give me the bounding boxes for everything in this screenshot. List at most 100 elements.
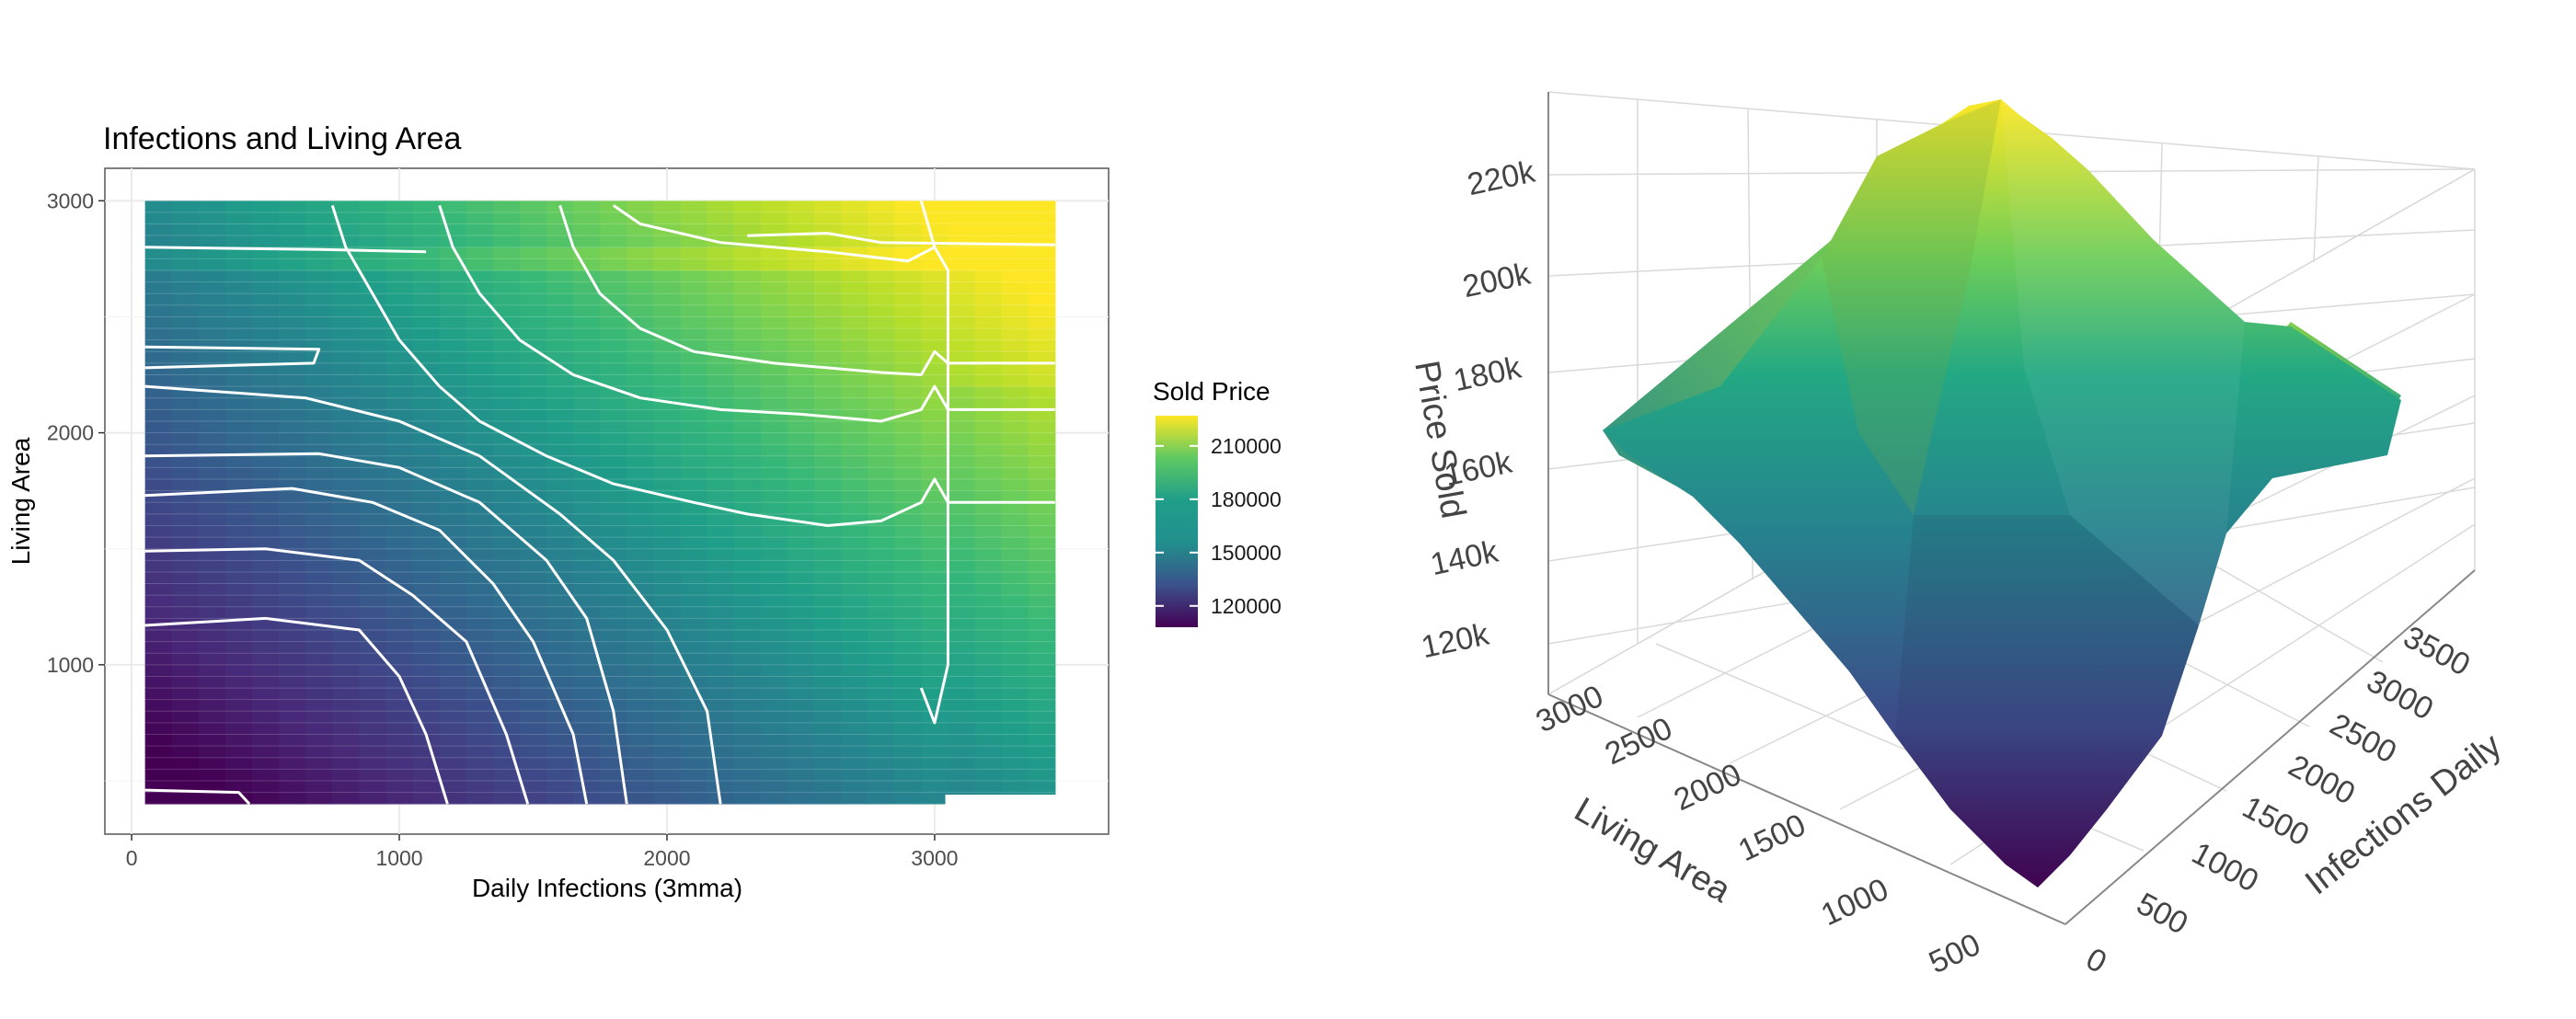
- heatmap-tile: [279, 513, 306, 526]
- heatmap-tile: [733, 432, 762, 445]
- heatmap-tile: [841, 328, 868, 341]
- heatmap-tile: [466, 525, 494, 538]
- heatmap-tile: [144, 281, 173, 294]
- heatmap-tile: [144, 328, 173, 341]
- heatmap-tile: [519, 420, 547, 433]
- heatmap-tile: [627, 258, 655, 271]
- heatmap-tile: [573, 548, 601, 561]
- contour-line: [144, 246, 427, 254]
- heatmap-tile: [627, 618, 655, 631]
- heatmap-tile: [171, 351, 200, 364]
- heatmap-tile: [921, 664, 949, 677]
- heatmap-tile: [680, 351, 708, 364]
- heatmap-tile: [921, 444, 949, 457]
- heatmap-tile: [144, 374, 173, 387]
- heatmap-tile: [868, 595, 895, 608]
- heatmap-tile: [519, 432, 547, 445]
- heatmap-tile: [144, 409, 173, 422]
- heatmap-tile: [252, 328, 280, 341]
- heatmap-tile: [1001, 258, 1029, 271]
- heatmap-tile: [894, 351, 922, 364]
- heatmap-tile: [760, 792, 788, 805]
- heatmap-tile: [733, 246, 762, 259]
- heatmap-tile: [733, 386, 762, 399]
- heatmap-tile: [305, 258, 333, 271]
- heatmap-tile: [760, 362, 788, 375]
- heatmap-tile: [198, 223, 226, 236]
- heatmap-tile: [974, 780, 1003, 793]
- heatmap-tile: [948, 374, 976, 387]
- heatmap-tile: [198, 455, 226, 468]
- heatmap-tile: [1001, 351, 1029, 364]
- heatmap-tile: [1001, 548, 1029, 561]
- heatmap-tile: [519, 455, 547, 468]
- heatmap-tile: [1001, 374, 1029, 387]
- heatmap-tile: [171, 595, 200, 608]
- heatmap-tile: [627, 293, 655, 306]
- heatmap-tile: [894, 397, 922, 410]
- heatmap-tile: [760, 223, 788, 236]
- heatmap-tile: [279, 397, 306, 410]
- heatmap-tile: [894, 571, 922, 584]
- heatmap-tile: [813, 780, 842, 793]
- contour-line: [558, 204, 1055, 376]
- heatmap-tile: [546, 479, 574, 492]
- heatmap-tile: [841, 653, 868, 666]
- heatmap-tile: [1028, 734, 1056, 747]
- heatmap-tile: [680, 258, 708, 271]
- heatmap-tile: [921, 653, 949, 666]
- contour-line: [144, 384, 722, 805]
- heatmap-tile: [385, 386, 414, 399]
- heatmap-tile: [733, 699, 762, 712]
- heatmap-tile: [653, 269, 682, 283]
- heatmap-tile: [948, 583, 976, 596]
- surface-y-tick-label: 1000: [2186, 836, 2264, 899]
- heatmap-tile: [600, 269, 627, 283]
- heatmap-tile: [1028, 548, 1056, 561]
- heatmap-tile: [385, 722, 414, 735]
- heatmap-tile: [894, 769, 922, 782]
- heatmap-tile: [600, 699, 627, 712]
- heatmap-tile: [841, 711, 868, 724]
- heatmap-tile: [787, 467, 815, 480]
- heatmap-tile: [680, 479, 708, 492]
- heatmap-tile: [707, 757, 735, 770]
- heatmap-tile: [332, 281, 360, 294]
- heatmap-tile: [198, 235, 226, 248]
- heatmap-tile: [492, 386, 521, 399]
- heatmap-tile: [305, 223, 333, 236]
- heatmap-tile: [813, 513, 842, 526]
- heatmap-tile: [948, 780, 976, 793]
- heatmap-tile: [224, 525, 253, 538]
- heatmap-tile: [894, 664, 922, 677]
- heatmap-tile: [813, 490, 842, 503]
- heatmap-tile: [680, 467, 708, 480]
- heatmap-tile: [760, 560, 788, 573]
- heatmap-tile: [573, 630, 601, 643]
- contour-line: [612, 204, 936, 263]
- heatmap-tile: [573, 444, 601, 457]
- heatmap-tile: [813, 560, 842, 573]
- heatmap-tile: [546, 281, 574, 294]
- heatmap-tile: [359, 595, 387, 608]
- heatmap-tile: [841, 490, 868, 503]
- heatmap-tile: [385, 595, 414, 608]
- heatmap-tile: [305, 362, 333, 375]
- heatmap-tile: [305, 455, 333, 468]
- heatmap-tile: [974, 235, 1003, 248]
- heatmap-tile: [894, 606, 922, 619]
- heatmap-tile: [948, 479, 976, 492]
- heatmap-tile: [733, 269, 762, 283]
- heatmap-tile: [385, 444, 414, 457]
- heatmap-tile: [627, 212, 655, 224]
- heatmap-tile: [760, 688, 788, 701]
- heatmap-tile: [546, 664, 574, 677]
- heatmap-tile: [546, 688, 574, 701]
- heatmap-tile: [144, 351, 173, 364]
- heatmap-tile: [412, 641, 441, 654]
- heatmap-tile: [466, 339, 494, 352]
- heatmap-tile: [627, 734, 655, 747]
- heatmap-tile: [760, 293, 788, 306]
- heatmap-tile: [974, 583, 1003, 596]
- heatmap-tile: [841, 734, 868, 747]
